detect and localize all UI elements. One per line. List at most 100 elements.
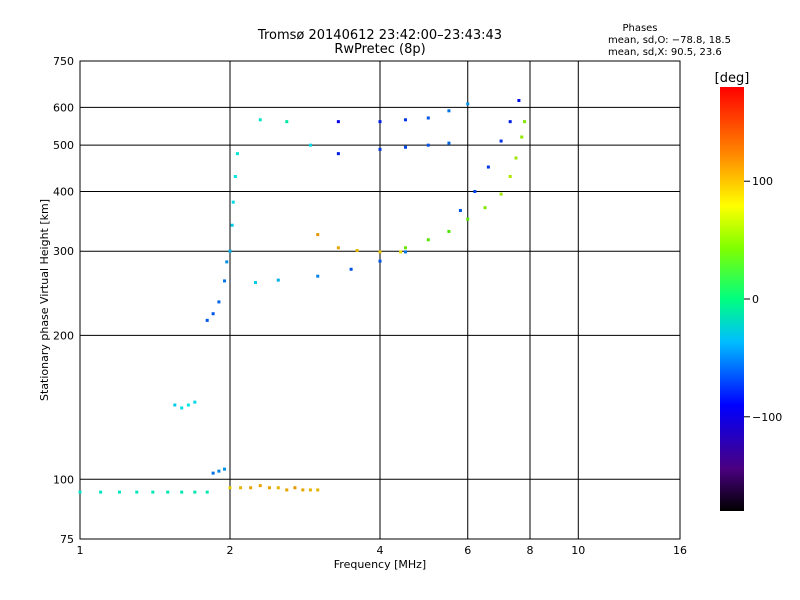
data-point xyxy=(508,120,512,124)
data-point xyxy=(316,274,320,278)
data-point xyxy=(285,488,289,492)
data-point xyxy=(151,490,155,494)
x-tick-label: 16 xyxy=(673,544,687,557)
data-point xyxy=(180,406,184,410)
x-tick-label: 4 xyxy=(377,544,384,557)
data-point xyxy=(117,490,121,494)
y-axis: 75 100 200 300 400 500 600 750 xyxy=(53,55,680,546)
data-point xyxy=(378,259,382,263)
data-point xyxy=(447,141,451,145)
data-point xyxy=(235,152,239,156)
data-point xyxy=(403,250,407,254)
colorbar-tick-label: 0 xyxy=(752,293,759,306)
data-point xyxy=(217,469,221,473)
data-point xyxy=(336,120,340,124)
y-tick-label: 400 xyxy=(53,185,74,198)
data-point xyxy=(508,174,512,178)
chart-title: Tromsø 20140612 23:42:00–23:43:43 xyxy=(257,28,502,43)
colorbar-ticks: 100 0 −100 xyxy=(744,175,782,424)
data-point xyxy=(233,174,237,178)
data-point xyxy=(228,486,232,490)
data-point xyxy=(78,490,82,494)
data-point xyxy=(267,486,271,490)
data-point xyxy=(499,139,503,143)
data-point xyxy=(517,99,521,103)
data-point xyxy=(205,490,209,494)
data-point xyxy=(231,200,235,204)
data-point xyxy=(193,490,197,494)
data-point xyxy=(426,238,430,242)
data-point xyxy=(308,143,312,147)
data-point xyxy=(426,116,430,120)
stats-o: mean, sd,O: −78.8, 18.5 xyxy=(608,35,731,46)
data-point xyxy=(447,229,451,233)
data-point xyxy=(211,471,215,475)
data-point xyxy=(193,400,197,404)
data-point xyxy=(211,312,215,316)
data-point xyxy=(230,223,234,227)
stats-heading: Phases xyxy=(622,23,657,34)
y-tick-label: 200 xyxy=(53,329,74,342)
colorbar-tick-label: −100 xyxy=(752,411,782,424)
data-point xyxy=(426,143,430,147)
stats-x: mean, sd,X: 90.5, 23.6 xyxy=(608,47,722,58)
data-point xyxy=(308,488,312,492)
x-tick-label: 6 xyxy=(464,544,471,557)
data-point xyxy=(399,250,403,254)
data-point xyxy=(228,249,232,253)
data-point xyxy=(514,156,518,160)
data-point xyxy=(403,145,407,149)
data-point xyxy=(336,152,340,156)
data-point xyxy=(173,403,177,407)
chart-subtitle: RwPretec (8p) xyxy=(334,42,425,57)
data-point xyxy=(349,267,353,271)
y-tick-label: 300 xyxy=(53,245,74,258)
data-point xyxy=(473,189,477,193)
y-tick-label: 500 xyxy=(53,139,74,152)
data-point xyxy=(205,318,209,322)
data-point xyxy=(483,206,487,210)
data-point xyxy=(223,279,227,283)
data-point xyxy=(466,217,470,221)
x-axis: 1 2 4 6 8 10 16 xyxy=(77,61,687,557)
data-point xyxy=(447,109,451,113)
data-point xyxy=(293,486,297,490)
y-tick-label: 600 xyxy=(53,101,74,114)
data-point xyxy=(378,147,382,151)
data-point xyxy=(458,209,462,213)
data-point xyxy=(499,192,503,196)
data-point xyxy=(99,490,103,494)
data-point xyxy=(403,118,407,122)
data-point xyxy=(180,490,184,494)
x-tick-label: 1 xyxy=(77,544,84,557)
data-point xyxy=(316,233,320,237)
data-point xyxy=(276,278,280,282)
x-tick-label: 8 xyxy=(527,544,534,557)
colorbar-label: [deg] xyxy=(715,71,750,86)
data-point xyxy=(520,135,524,139)
data-point xyxy=(186,403,190,407)
data-point xyxy=(253,281,257,285)
x-axis-label: Frequency [MHz] xyxy=(334,558,426,571)
data-point xyxy=(217,300,221,304)
data-point xyxy=(223,467,227,471)
data-point xyxy=(378,120,382,124)
data-point xyxy=(258,118,262,122)
data-point xyxy=(166,490,170,494)
y-tick-label: 100 xyxy=(53,473,74,486)
data-point xyxy=(523,120,527,124)
data-point xyxy=(225,260,229,264)
data-point xyxy=(355,249,359,253)
data-point xyxy=(249,486,253,490)
data-point xyxy=(336,246,340,250)
colorbar-tick-label: 100 xyxy=(752,175,773,188)
y-axis-label: Stationary phase Virtual Height [km] xyxy=(38,199,51,401)
y-tick-label: 750 xyxy=(53,55,74,68)
data-point xyxy=(378,250,382,254)
data-point xyxy=(135,490,139,494)
data-point xyxy=(316,488,320,492)
data-point xyxy=(486,165,490,169)
data-point xyxy=(466,102,470,106)
colorbar xyxy=(720,87,744,511)
